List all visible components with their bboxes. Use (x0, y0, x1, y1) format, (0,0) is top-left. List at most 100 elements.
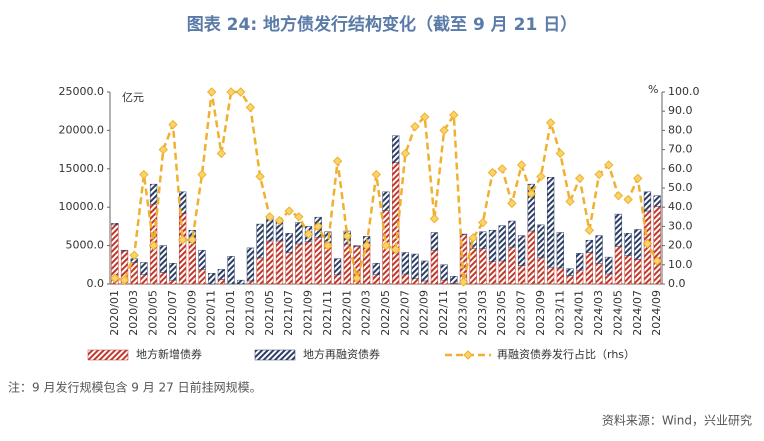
bar-segment (304, 241, 313, 285)
x-tick-label: 2024/03 (592, 290, 605, 336)
line-marker (371, 169, 382, 180)
bar-segment (140, 274, 148, 285)
line-marker (604, 160, 614, 170)
bar-segment (488, 229, 497, 262)
bar-segment (246, 280, 255, 285)
bar-segment (285, 233, 293, 253)
bar-segment (624, 255, 632, 285)
bar-segment (333, 258, 342, 276)
y2-tick-label: 50.0 (668, 181, 693, 194)
line-marker (642, 238, 653, 249)
bar-segment (527, 183, 535, 232)
bar-segment (246, 247, 255, 282)
legend-label: 地方新增债券 (136, 347, 202, 361)
line-marker (177, 235, 188, 245)
y2-tick-label: 0.0 (668, 277, 686, 290)
line-marker (555, 148, 566, 159)
bar-segment (111, 223, 119, 226)
line-marker (236, 87, 246, 97)
bar-segment (479, 231, 487, 249)
bar-segment (556, 232, 564, 269)
x-tick-label: 2022/05 (379, 290, 392, 336)
bar-segment (256, 257, 264, 285)
line-marker (623, 194, 633, 205)
line-marker (429, 214, 440, 224)
y2-tick-label: 100.0 (668, 85, 700, 98)
bar-segment (333, 274, 342, 285)
x-tick-label: 2022/07 (398, 290, 411, 336)
note: 注：9 月发行规模包含 9 月 27 日前挂网规模。 (8, 380, 262, 395)
line-marker (323, 240, 333, 251)
y-tick-label: 25000.0 (59, 85, 105, 98)
line-marker (449, 110, 459, 120)
line-marker (487, 167, 498, 178)
line-marker (390, 244, 401, 255)
bar-segment (440, 264, 448, 281)
line-marker (516, 160, 527, 170)
line-marker (226, 87, 236, 97)
line-marker (545, 118, 556, 128)
line-marker (274, 215, 285, 226)
bar-segment (382, 191, 390, 211)
line-marker (352, 273, 362, 283)
line-marker (633, 173, 643, 184)
x-tick-label: 2020/11 (205, 290, 218, 336)
bar-segment (372, 274, 380, 285)
y-tick-label: 20000.0 (59, 123, 105, 136)
bar-segment (614, 213, 623, 247)
line-marker (526, 189, 536, 199)
line-marker (332, 156, 343, 166)
bar-segment (576, 253, 584, 271)
line-marker (303, 229, 314, 239)
x-tick-label: 2020/03 (127, 290, 140, 336)
line-marker (497, 164, 507, 174)
y2-tick-label: 30.0 (668, 219, 693, 232)
bar-segment (169, 263, 177, 281)
x-tick-label: 2023/01 (456, 290, 469, 336)
bar-segment (295, 222, 303, 245)
x-tick-label: 2023/07 (515, 290, 528, 336)
legend-swatch (254, 349, 296, 361)
bar-segment (440, 279, 448, 285)
bar-segment (546, 176, 555, 268)
bar-segment (517, 265, 526, 285)
bar-segment (353, 245, 361, 247)
bar-segment (498, 260, 506, 285)
bar-segment (576, 269, 584, 285)
line-marker (458, 277, 469, 287)
bar-segment (159, 245, 167, 273)
line-marker (294, 212, 304, 222)
bar-segment (401, 273, 410, 285)
bar-segment (401, 252, 410, 275)
line-marker (565, 196, 575, 207)
line-marker (110, 273, 120, 283)
bar-segment (546, 266, 555, 285)
x-tick-label: 2024/05 (611, 290, 624, 336)
bar-segment (653, 195, 661, 207)
line-marker (255, 171, 265, 182)
bar-segment (614, 246, 623, 285)
source: 资料来源：Wind，兴业研究 (602, 413, 752, 428)
x-tick-label: 2020/05 (147, 290, 160, 336)
line-marker (584, 225, 595, 235)
bar-segment (120, 249, 129, 252)
line-marker (245, 102, 256, 113)
line-marker (119, 275, 130, 285)
bar-segment (237, 279, 245, 285)
bar-segment (266, 240, 274, 285)
bar-segment (537, 257, 545, 285)
bar-segment (556, 267, 564, 285)
line-marker (168, 119, 178, 130)
bar-segment (643, 191, 652, 212)
x-tick-label: 2023/03 (476, 290, 489, 336)
bar-segment (450, 276, 458, 284)
line-marker (507, 198, 517, 209)
bar-segment (421, 280, 429, 285)
bar-segment (479, 248, 487, 285)
x-tick-label: 2021/05 (263, 290, 276, 336)
x-tick-label: 2021/09 (302, 290, 315, 336)
line-marker (381, 240, 391, 251)
bar-segment (517, 235, 526, 266)
line-marker (439, 125, 449, 136)
legend-label: 再融资债券发行占比（rhs） (497, 347, 635, 361)
